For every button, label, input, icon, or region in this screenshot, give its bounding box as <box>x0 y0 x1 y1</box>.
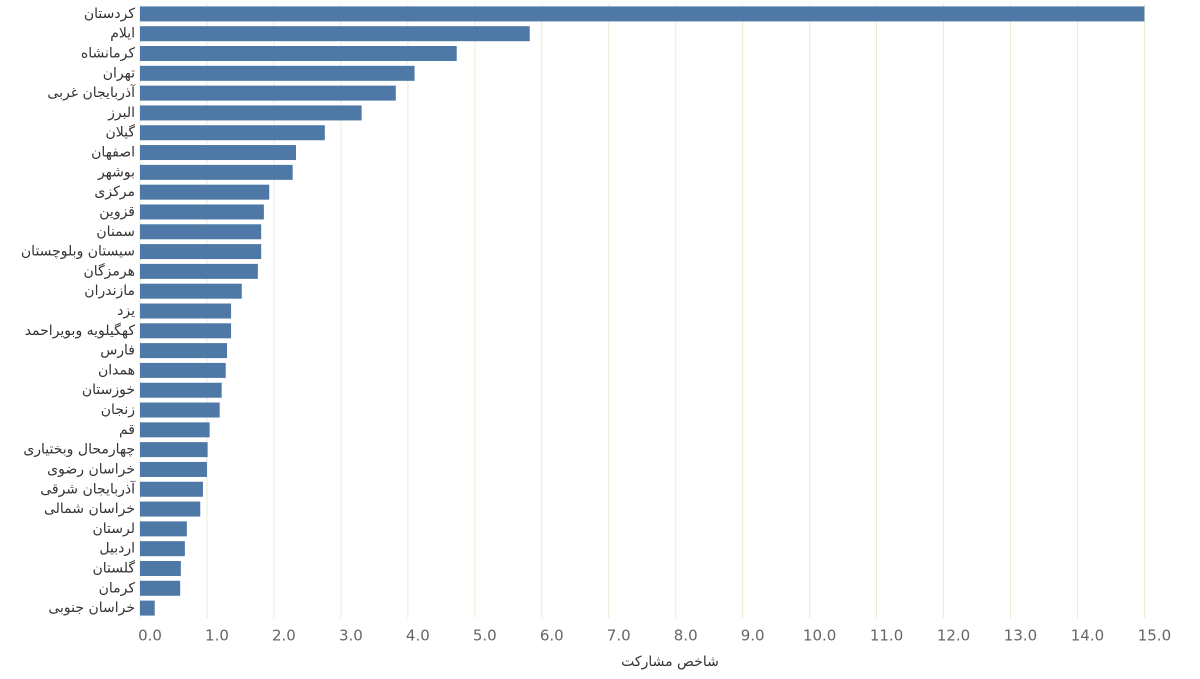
y-tick-label: اصفهان <box>91 145 135 161</box>
x-tick-label: 6.0 <box>540 627 564 645</box>
bar <box>140 521 187 537</box>
bar <box>140 224 262 240</box>
bar <box>140 362 226 378</box>
y-tick-label: همدان <box>98 362 135 378</box>
y-tick-label: کهگیلویه وبویراحمد <box>25 322 136 339</box>
x-tick-label: 3.0 <box>339 627 363 645</box>
y-tick-label: سیستان وبلوچستان <box>21 244 135 260</box>
x-tick-label: 5.0 <box>473 627 497 645</box>
bar <box>140 541 185 557</box>
y-tick-label: تهران <box>103 65 135 81</box>
x-axis-title: شاخص مشارکت <box>621 654 719 670</box>
y-tick-label: زنجان <box>101 402 135 418</box>
x-tick-label: 4.0 <box>406 627 430 645</box>
x-tick-label: 9.0 <box>741 627 765 645</box>
bar <box>140 323 232 339</box>
bar <box>140 461 207 477</box>
y-tick-label: هرمزگان <box>83 262 135 279</box>
bar <box>140 343 228 359</box>
y-tick-label: اردبیل <box>99 541 135 557</box>
x-tick-label: 10.0 <box>803 627 836 645</box>
y-tick-label: سمنان <box>96 224 135 240</box>
bar <box>140 382 222 398</box>
bar <box>140 442 208 458</box>
bar <box>140 85 396 101</box>
bar <box>140 105 362 121</box>
y-tick-label: خراسان شمالی <box>44 501 135 517</box>
y-tick-label: یزد <box>117 303 135 319</box>
y-tick-label: آذربایجان شرقی <box>40 480 136 497</box>
y-tick-label: لرستان <box>93 521 136 537</box>
y-tick-label: قم <box>119 422 135 438</box>
bar <box>140 263 258 279</box>
y-tick-label: بوشهر <box>97 164 135 180</box>
bar <box>140 283 242 299</box>
x-tick-label: 15.0 <box>1138 627 1171 645</box>
y-tick-label: ایلام <box>110 26 135 42</box>
y-tick-label: گیلان <box>105 124 135 141</box>
bar <box>140 65 415 81</box>
y-tick-label: خراسان رضوی <box>47 461 135 477</box>
y-tick-label: گلستان <box>92 559 135 576</box>
y-tick-label: آذربایجان غربی <box>47 84 136 101</box>
bar <box>140 422 210 438</box>
bar <box>140 402 220 418</box>
bar <box>140 46 457 62</box>
y-tick-label: خوزستان <box>82 382 135 398</box>
x-tick-label: 11.0 <box>870 627 903 645</box>
bar <box>140 580 181 596</box>
x-tick-label: 8.0 <box>674 627 698 645</box>
bar <box>140 303 232 319</box>
bar <box>140 6 1145 22</box>
bar <box>140 560 181 576</box>
y-tick-label: خراسان جنوبی <box>48 600 135 616</box>
y-tick-label: مازندران <box>84 283 135 299</box>
x-tick-label: 13.0 <box>1004 627 1037 645</box>
x-tick-label: 12.0 <box>937 627 970 645</box>
bar <box>140 125 325 141</box>
x-tick-label: 14.0 <box>1071 627 1104 645</box>
bar <box>140 501 201 517</box>
bar <box>140 145 297 161</box>
x-tick-label: 1.0 <box>205 627 229 645</box>
x-tick-label: 2.0 <box>272 627 296 645</box>
bar <box>140 26 530 42</box>
x-tick-label: 7.0 <box>607 627 631 645</box>
y-tick-label: قزوین <box>99 204 135 220</box>
y-tick-label: کرمان <box>99 580 136 596</box>
x-tick-label: 0.0 <box>138 627 162 645</box>
y-tick-label: کرمانشاه <box>81 46 135 62</box>
bar <box>140 204 264 220</box>
bar <box>140 600 155 616</box>
y-tick-label: چهارمحال وبختیاری <box>23 442 135 458</box>
bar <box>140 244 262 260</box>
y-tick-label: مرکزی <box>94 184 135 200</box>
bar <box>140 481 203 497</box>
bar <box>140 164 293 180</box>
y-tick-label: البرز <box>107 105 135 121</box>
y-tick-label: کردستان <box>84 6 135 22</box>
bar <box>140 184 270 200</box>
y-tick-label: فارس <box>100 343 135 359</box>
